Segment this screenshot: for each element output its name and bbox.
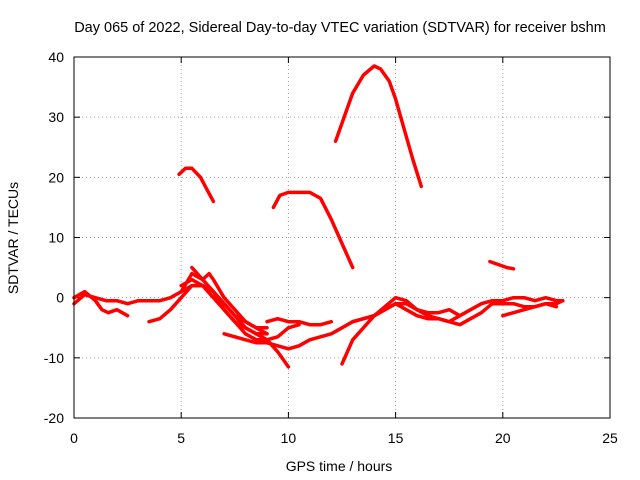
y-tick-label: -20 bbox=[44, 410, 64, 426]
grid bbox=[74, 57, 610, 418]
series-arc-high-14h bbox=[333, 64, 424, 189]
x-tick-label: 15 bbox=[388, 430, 404, 446]
series-arc-5.5h bbox=[177, 166, 216, 204]
x-tick-label: 0 bbox=[70, 430, 78, 446]
y-tick-label: 10 bbox=[48, 230, 64, 246]
series-base-f bbox=[179, 277, 301, 342]
plot-frame bbox=[73, 56, 611, 419]
y-tick-label: 0 bbox=[56, 290, 64, 306]
axis-ticks: 0 5 10 15 20 25 -20 -10 0 10 20 30 40 bbox=[44, 49, 618, 446]
y-tick-label: -10 bbox=[44, 350, 64, 366]
data-series bbox=[72, 64, 565, 369]
series-base-e bbox=[190, 265, 269, 336]
x-axis-label: GPS time / hours bbox=[286, 458, 393, 474]
series-base-h bbox=[265, 316, 334, 327]
series-base-j bbox=[350, 295, 565, 324]
x-tick-label: 10 bbox=[281, 430, 297, 446]
y-axis-label: SDTVAR / TECUs bbox=[5, 182, 21, 294]
x-tick-label: 25 bbox=[602, 430, 618, 446]
series-base-l bbox=[501, 298, 565, 318]
series-base-i bbox=[340, 295, 462, 366]
series-arc-20h bbox=[488, 259, 516, 271]
series-arc-10h bbox=[271, 190, 355, 270]
series-base-b bbox=[72, 289, 130, 318]
x-tick-label: 20 bbox=[495, 430, 511, 446]
chart-title: Day 065 of 2022, Sidereal Day-to-day VTE… bbox=[74, 20, 606, 36]
x-tick-label: 5 bbox=[177, 430, 185, 446]
y-tick-label: 40 bbox=[48, 49, 64, 65]
y-tick-label: 30 bbox=[48, 109, 64, 125]
y-tick-label: 20 bbox=[48, 169, 64, 185]
